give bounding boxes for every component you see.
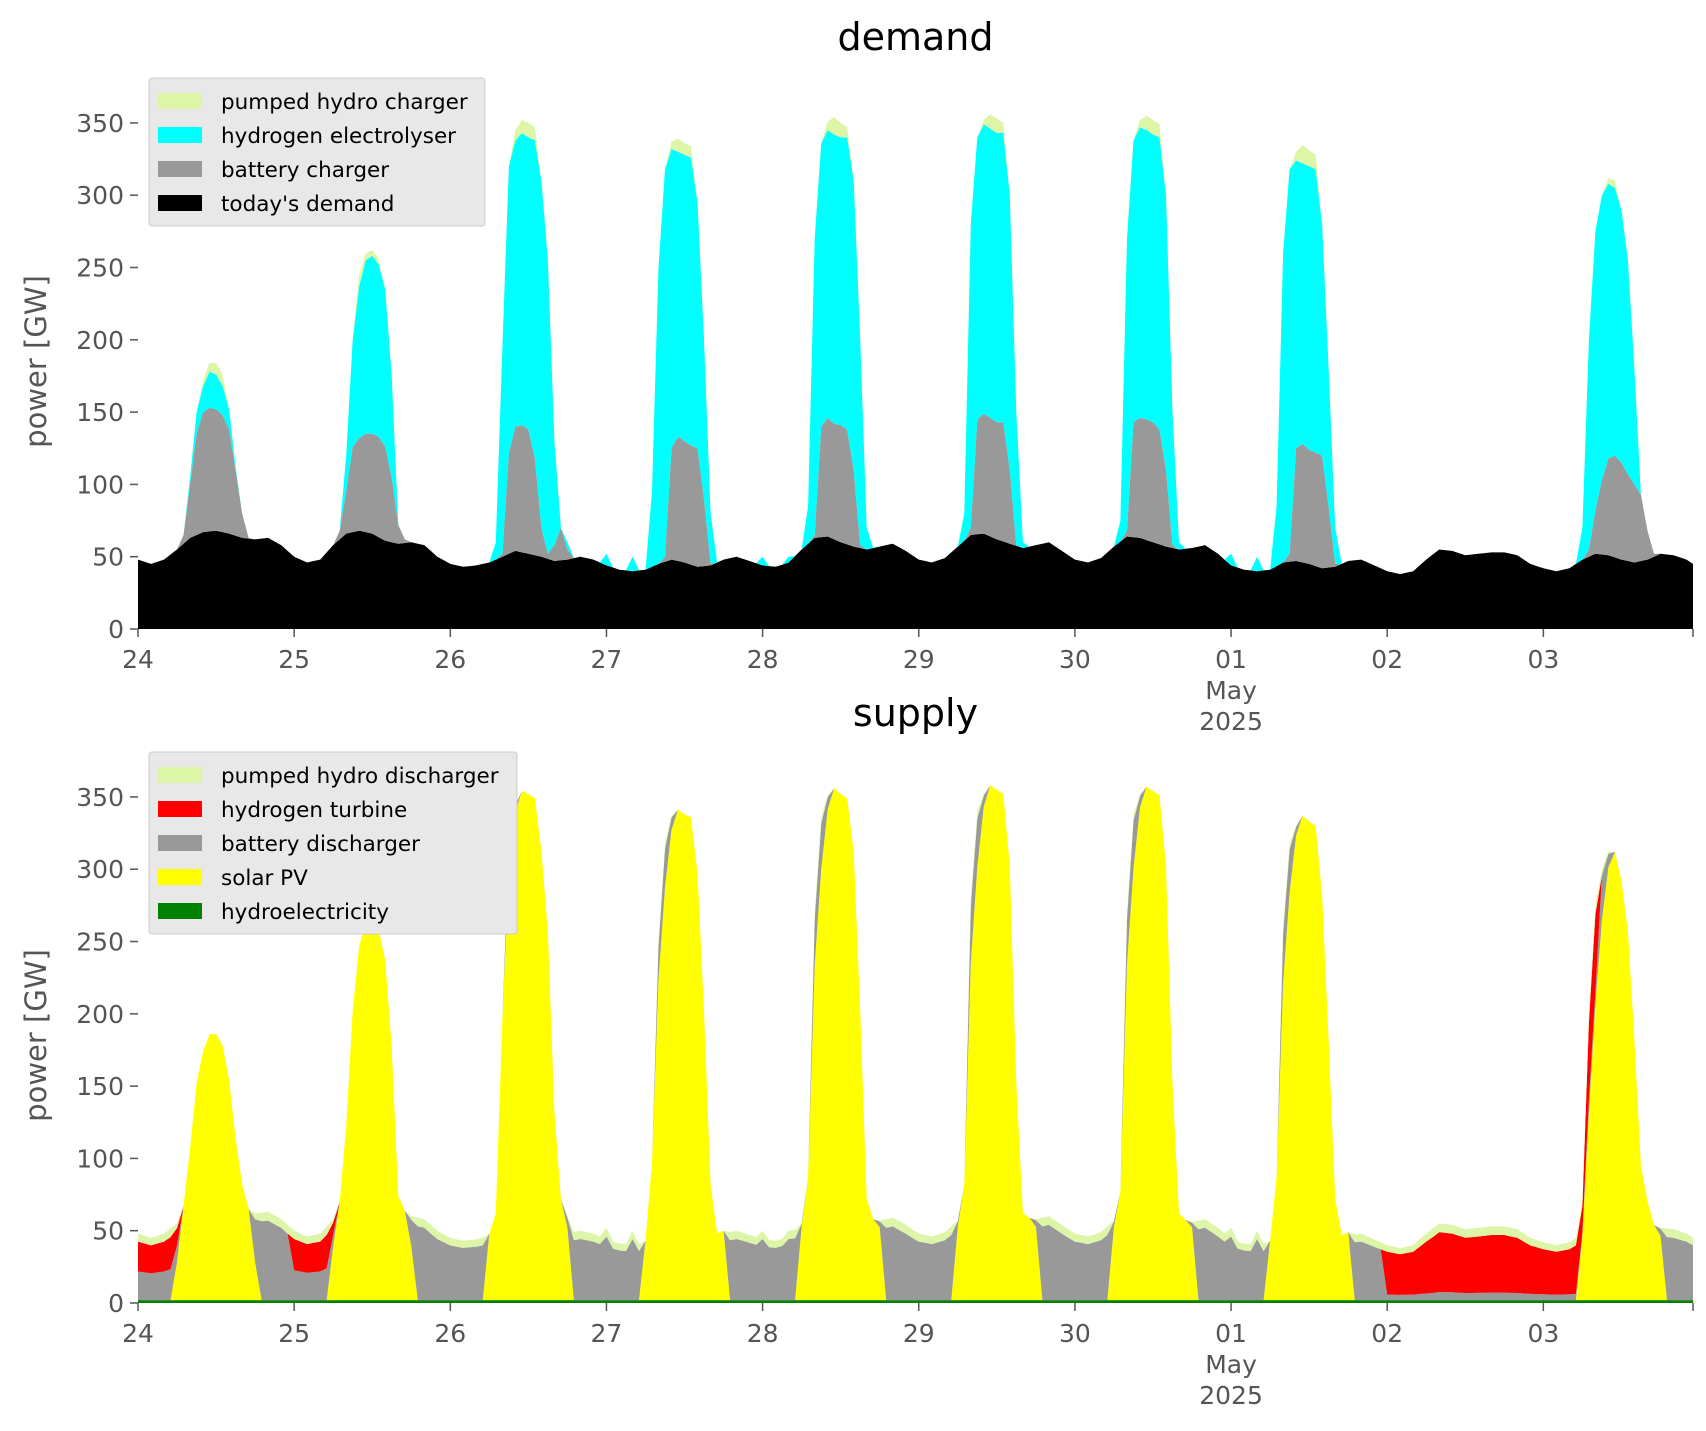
legend-label: battery charger	[221, 158, 389, 183]
area-today-s-demand	[138, 530, 1693, 629]
x-tick-label: 25	[278, 645, 310, 674]
legend-label: solar PV	[221, 866, 308, 891]
legend-swatch	[158, 801, 202, 817]
y-tick-label: 100	[76, 1144, 124, 1173]
legend-label: pumped hydro discharger	[221, 764, 499, 789]
x-tick-label: 28	[747, 1319, 779, 1348]
x-tick-label: May	[1205, 676, 1257, 705]
legend-label: hydrogen electrolyser	[221, 124, 456, 149]
y-tick-label: 0	[108, 1289, 124, 1318]
y-tick-label: 200	[76, 1000, 124, 1029]
chart-title: supply	[853, 691, 978, 735]
area-hydroelectricity	[138, 1300, 1693, 1303]
y-axis-label: power [GW]	[19, 275, 53, 448]
x-tick-label: 30	[1059, 645, 1091, 674]
y-tick-label: 250	[76, 928, 124, 957]
area-hydrogen-turbine	[138, 785, 1693, 1295]
legend-swatch	[158, 835, 202, 851]
legend-swatch	[158, 195, 202, 211]
legend-swatch	[158, 127, 202, 143]
y-tick-label: 0	[108, 615, 124, 644]
x-tick-label: 02	[1371, 645, 1403, 674]
legend-label: hydroelectricity	[221, 900, 389, 925]
legend-label: battery discharger	[221, 832, 420, 857]
legend-swatch	[158, 869, 202, 885]
x-tick-label: 25	[278, 1319, 310, 1348]
x-tick-label: 01	[1215, 1319, 1247, 1348]
legend-label: today's demand	[221, 192, 394, 217]
legend-swatch	[158, 161, 202, 177]
panel-demand: demand 0 50 100 150 200 250 300 350 power [GW] 24 2…	[19, 15, 1694, 736]
x-tick-label: 03	[1527, 645, 1559, 674]
x-tick-label: 01	[1215, 645, 1247, 674]
x-tick-label: 2025	[1199, 1381, 1263, 1410]
x-tick-label: 29	[903, 1319, 935, 1348]
area-battery-charger	[138, 407, 1693, 575]
y-tick-label: 350	[76, 109, 124, 138]
x-tick-label: 26	[434, 1319, 466, 1348]
x-tick-label: 03	[1527, 1319, 1559, 1348]
x-tick-label: 24	[122, 645, 154, 674]
x-tick-label: 27	[591, 645, 623, 674]
x-tick-label: 02	[1371, 1319, 1403, 1348]
legend-swatch	[158, 93, 202, 109]
legend-swatch	[158, 767, 202, 783]
area-hydrogen-electrolyser	[138, 124, 1693, 575]
y-tick-label: 300	[76, 855, 124, 884]
legend-swatch	[158, 903, 202, 919]
y-tick-label: 50	[92, 543, 124, 572]
legend: pumped hydro discharger hydrogen turbine b…	[148, 751, 518, 935]
legend-label: pumped hydro charger	[221, 90, 468, 115]
x-tick-label: 2025	[1199, 707, 1263, 736]
x-tick-label: 27	[591, 1319, 623, 1348]
y-axis-label: power [GW]	[19, 949, 53, 1122]
x-tick-label: 26	[434, 645, 466, 674]
x-tick-label: 28	[747, 645, 779, 674]
y-tick-label: 150	[76, 398, 124, 427]
legend-box	[148, 751, 518, 935]
legend-label: hydrogen turbine	[221, 798, 407, 823]
y-tick-label: 350	[76, 783, 124, 812]
x-tick-label: 30	[1059, 1319, 1091, 1348]
panel-supply: supply 0 50 100 150 200 250 300 350 power [GW] 24 2…	[19, 691, 1694, 1410]
y-tick-label: 50	[92, 1217, 124, 1246]
y-tick-label: 100	[76, 470, 124, 499]
area-solar-pv	[138, 785, 1693, 1301]
x-tick-label: 29	[903, 645, 935, 674]
y-tick-label: 250	[76, 254, 124, 283]
y-tick-label: 150	[76, 1072, 124, 1101]
legend: pumped hydro charger hydrogen electrolyse…	[148, 77, 486, 227]
y-tick-label: 300	[76, 181, 124, 210]
x-tick-label: 24	[122, 1319, 154, 1348]
chart-title: demand	[837, 15, 993, 59]
x-tick-label: May	[1205, 1350, 1257, 1379]
y-tick-label: 200	[76, 326, 124, 355]
legend-box	[148, 77, 486, 227]
